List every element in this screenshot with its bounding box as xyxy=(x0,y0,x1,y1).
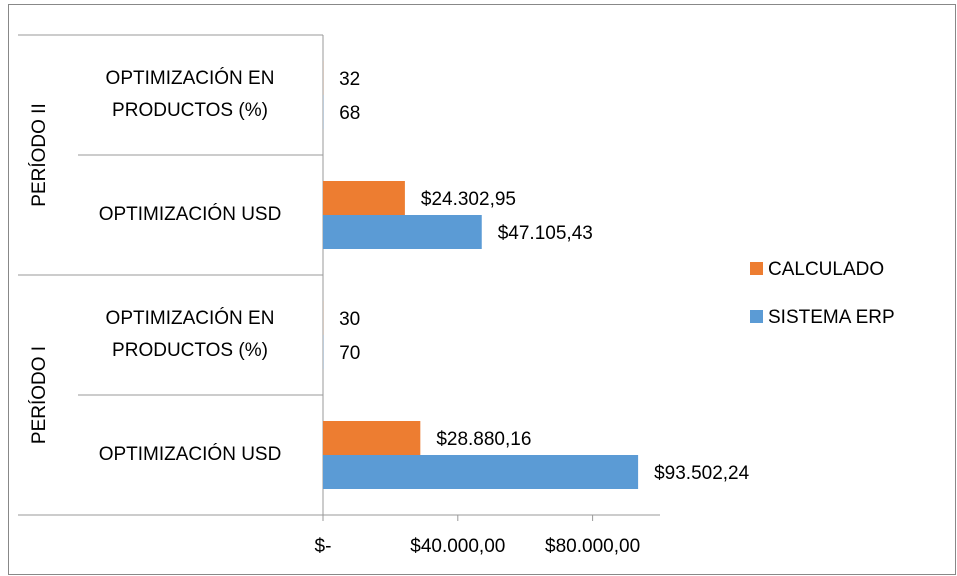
x-tick-label: $40.000,00 xyxy=(410,536,505,557)
data-label: $28.880,16 xyxy=(436,429,531,450)
bar xyxy=(323,215,482,249)
data-label: $24.302,95 xyxy=(421,189,516,210)
legend-swatch xyxy=(750,262,763,275)
x-tick-label: $80.000,00 xyxy=(545,536,640,557)
chart-border xyxy=(8,4,956,575)
category-label: OPTIMIZACIÓN USD xyxy=(98,204,282,225)
bar xyxy=(323,455,639,489)
bar xyxy=(323,181,405,215)
legend-swatch xyxy=(750,310,763,323)
data-label: $93.502,24 xyxy=(654,463,750,484)
data-label: 32 xyxy=(339,69,360,90)
group-label: PERÍODO II xyxy=(29,103,50,206)
legend-label: CALCULADO xyxy=(768,259,884,280)
category-label: OPTIMIZACIÓN USD xyxy=(98,444,282,465)
data-label: $47.105,43 xyxy=(498,223,593,244)
group-label: PERÍODO I xyxy=(29,346,50,444)
data-label: 68 xyxy=(339,103,360,124)
category-label: OPTIMIZACIÓN EN PRODUCTOS (%) xyxy=(105,308,275,361)
legend-label: SISTEMA ERP xyxy=(768,307,895,328)
data-label: 70 xyxy=(339,343,360,364)
x-tick-label: $- xyxy=(315,536,332,557)
category-label: OPTIMIZACIÓN EN PRODUCTOS (%) xyxy=(105,68,275,121)
data-label: 30 xyxy=(339,309,360,330)
bar xyxy=(323,421,421,455)
